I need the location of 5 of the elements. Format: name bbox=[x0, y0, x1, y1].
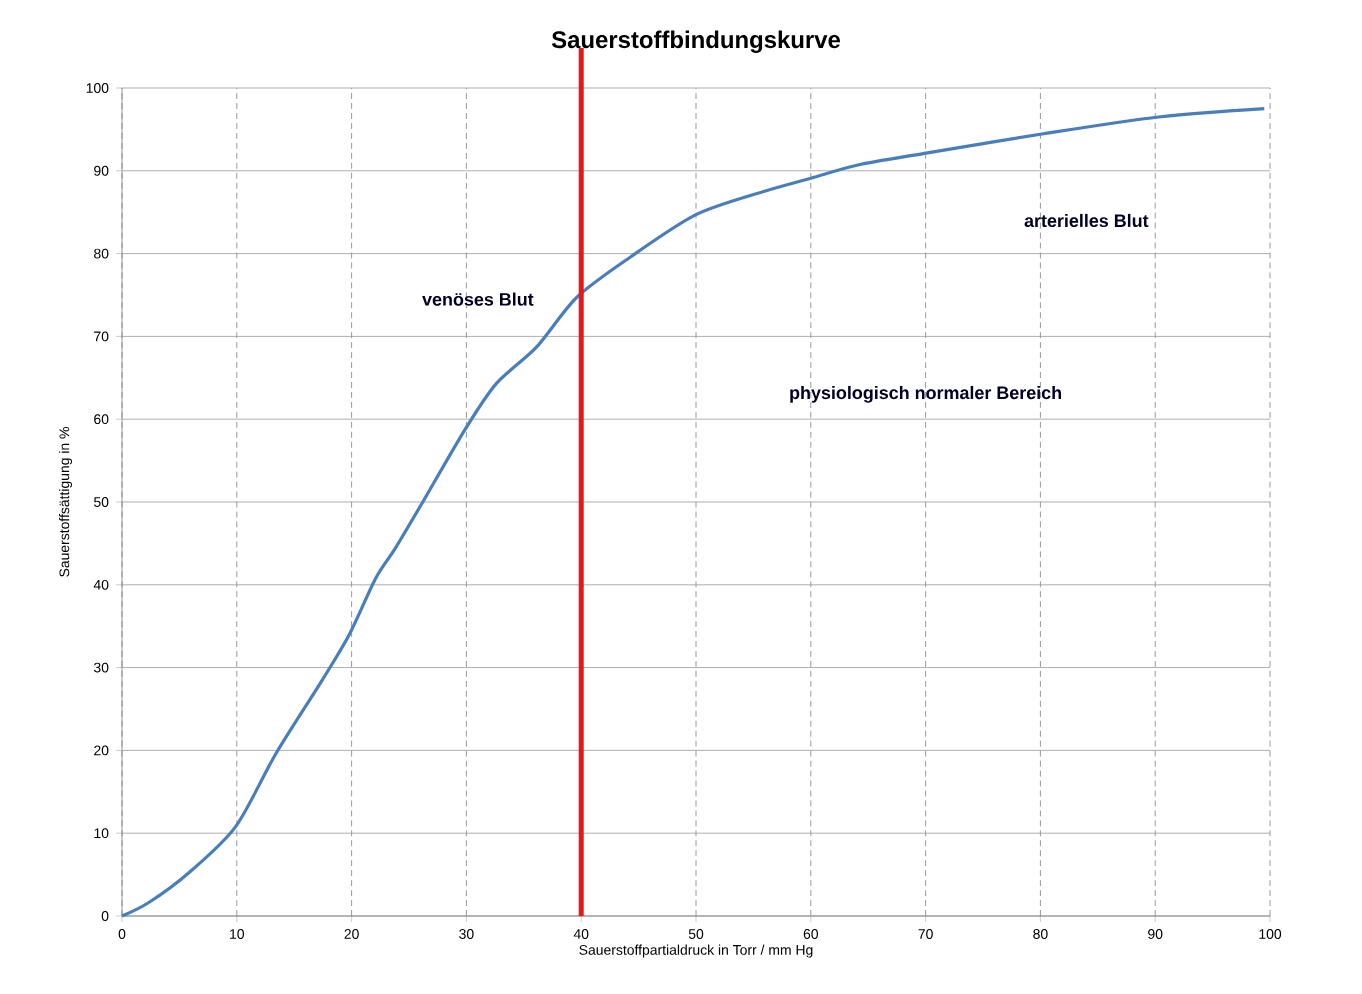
annotation: physiologisch normaler Bereich bbox=[790, 385, 1062, 403]
chart-title: Sauerstoffbindungskurve bbox=[551, 30, 840, 53]
line-series bbox=[120, 107, 1266, 918]
annotation: arterielles Blut bbox=[1024, 213, 1149, 228]
annotation: venöses Blut bbox=[422, 292, 534, 306]
